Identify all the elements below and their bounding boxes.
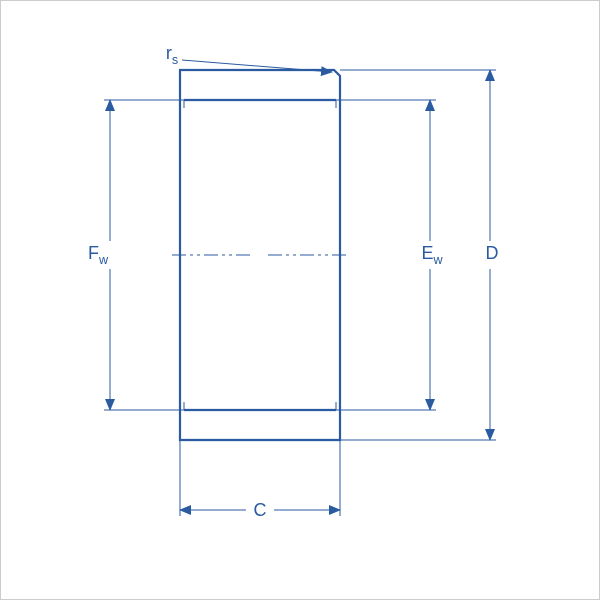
bearing-section-diagram [0,0,600,600]
label-C: C [248,500,273,524]
label-Fw: Fw [88,243,112,267]
label-rs: rs [166,43,178,67]
label-D: D [483,243,502,267]
label-Ew: Ew [418,243,445,267]
diagram-canvas: Fw Ew D C rs [0,0,600,600]
